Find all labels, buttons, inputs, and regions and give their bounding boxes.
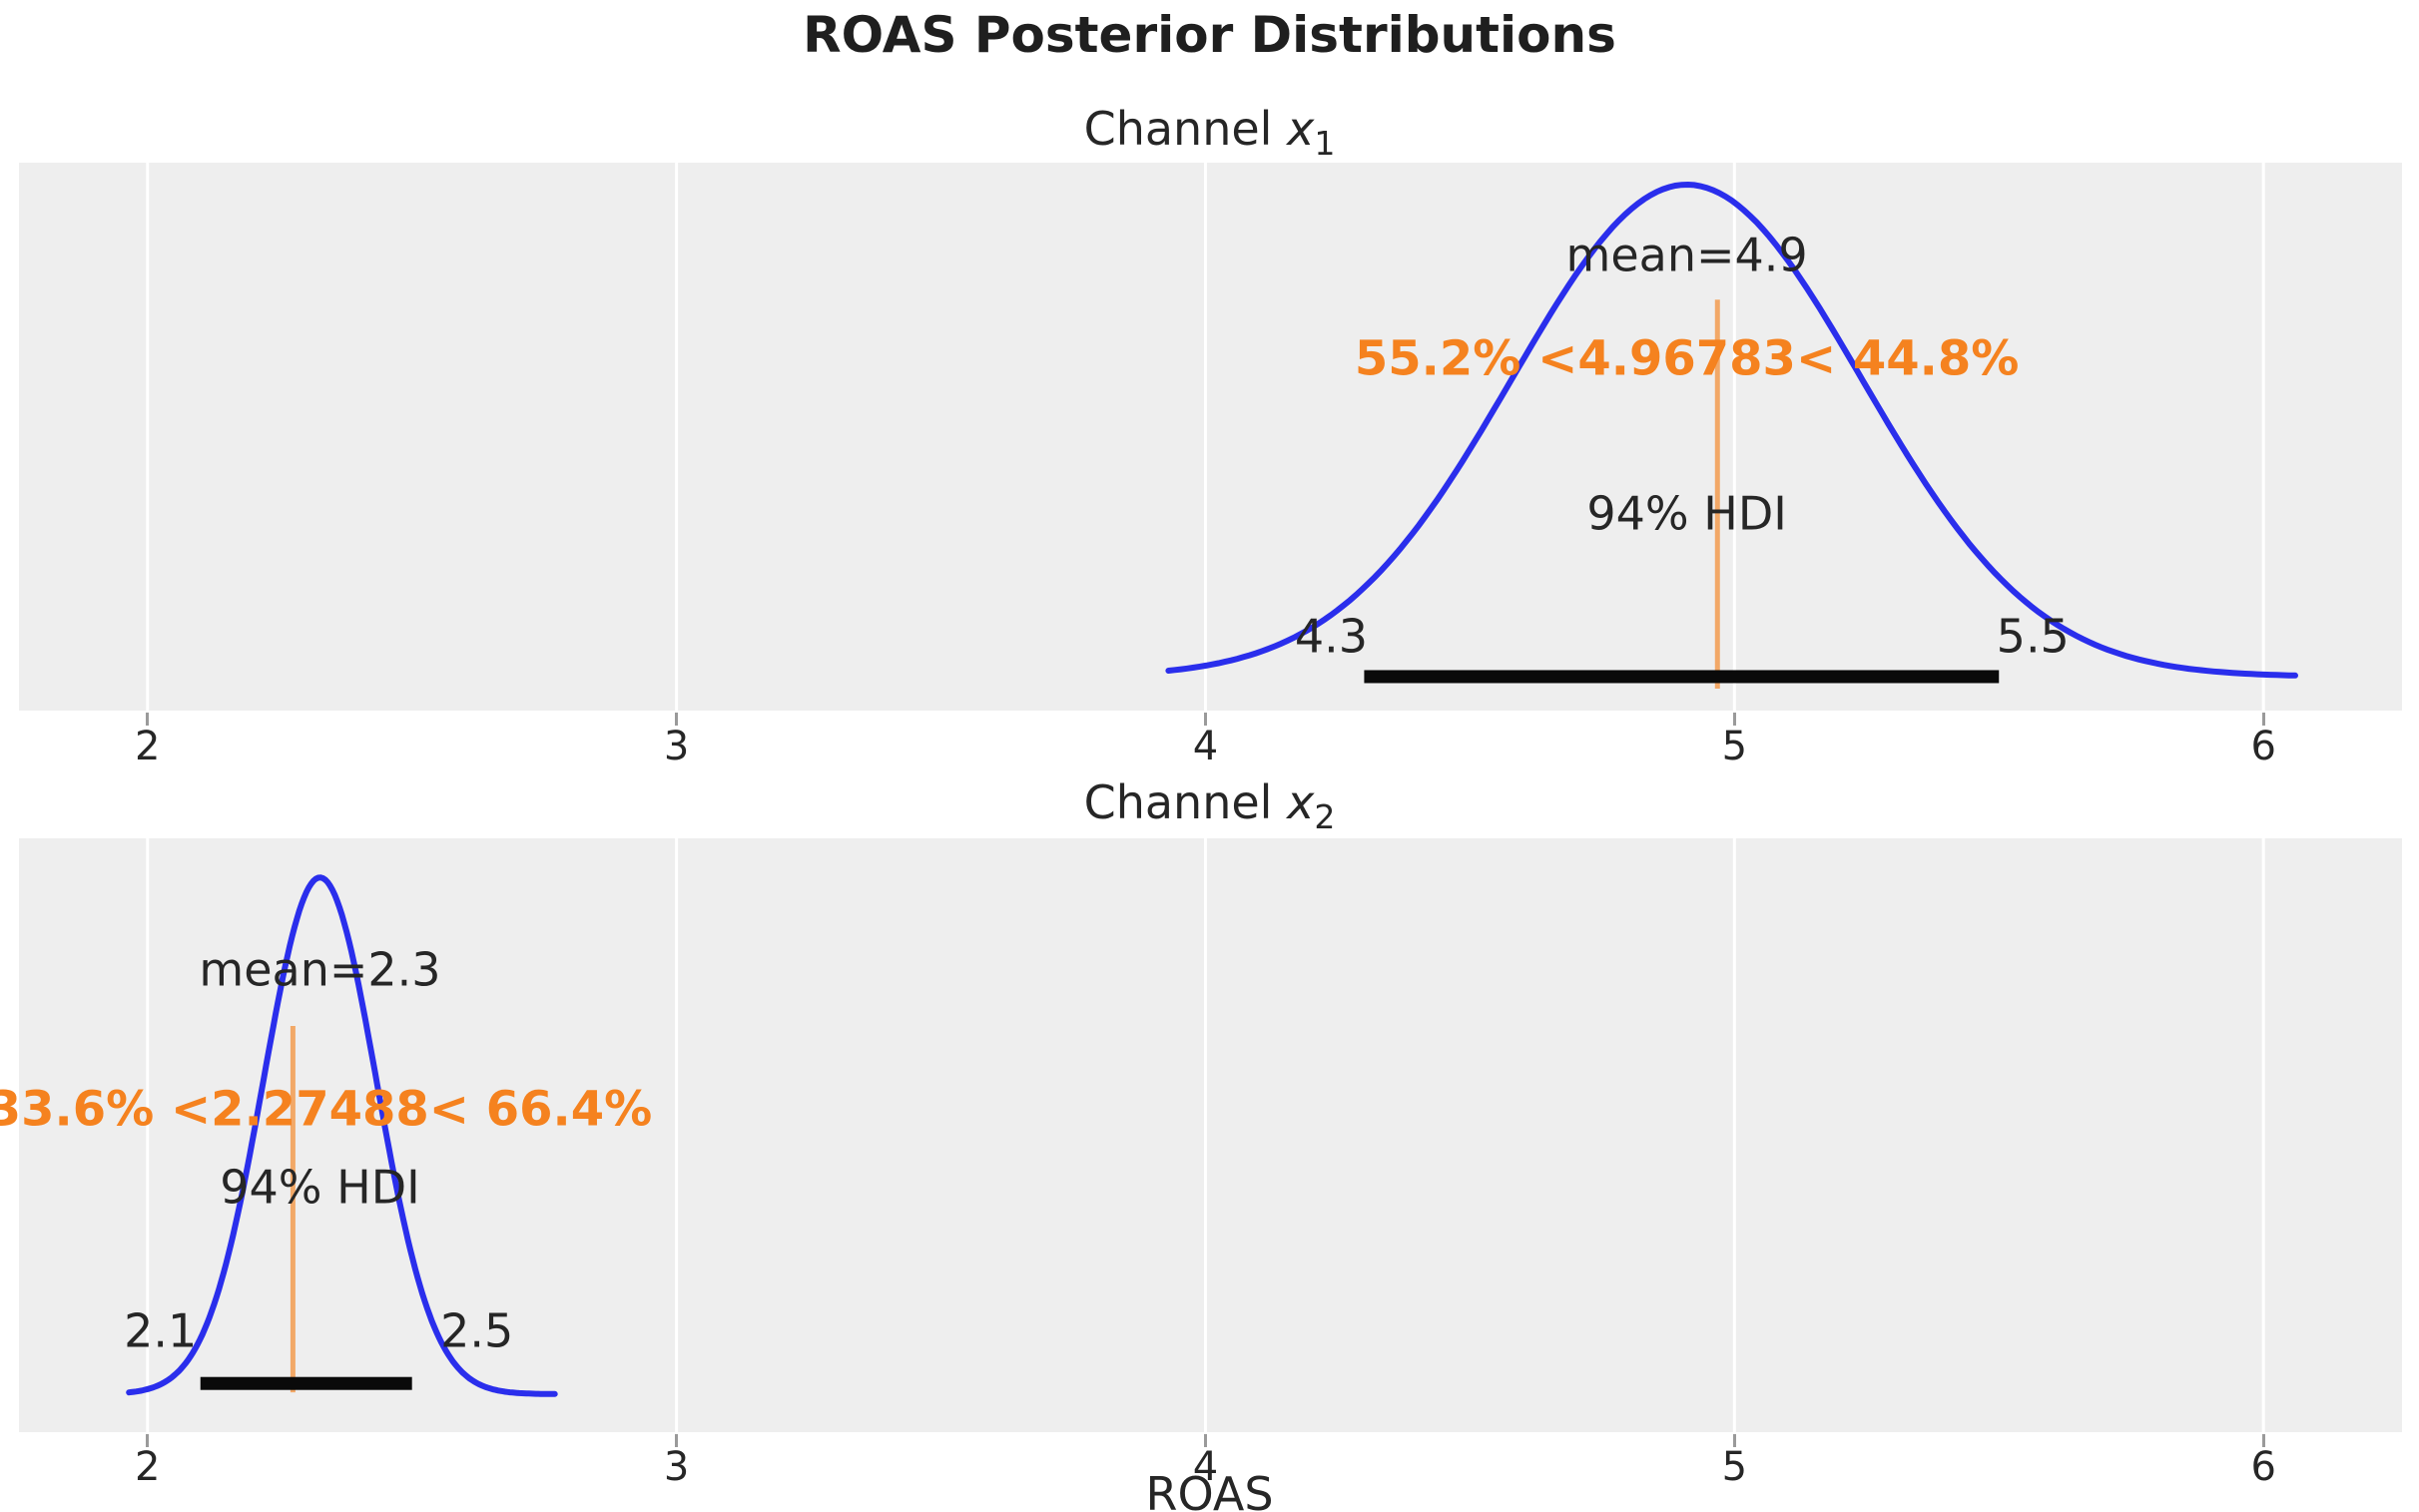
x-axis-tick bbox=[675, 713, 679, 726]
probability-label: 55.2% <4.96783< 44.8% bbox=[1354, 330, 2020, 387]
x-axis-tick bbox=[1203, 1434, 1207, 1447]
x-tick-label: 6 bbox=[2250, 724, 2276, 769]
hdi-bar bbox=[1364, 670, 2000, 684]
x-tick-label: 5 bbox=[1721, 1444, 1748, 1490]
x-tick-label: 3 bbox=[663, 724, 690, 769]
hdi-lower-label: 4.3 bbox=[1294, 609, 1368, 664]
x-tick-label: 2 bbox=[135, 1444, 161, 1490]
subplot1-axes bbox=[19, 163, 2402, 711]
hdi-upper-label: 5.5 bbox=[1996, 609, 2070, 664]
x-tick-label: 5 bbox=[1721, 724, 1748, 769]
density-curve bbox=[1165, 181, 2298, 679]
subplot2-title-var: x bbox=[1287, 775, 1315, 829]
mean-label: mean=2.3 bbox=[199, 942, 441, 997]
mean-label: mean=4.9 bbox=[1565, 228, 1808, 282]
density-plot-canvas bbox=[146, 163, 2298, 711]
hdi-label: 94% HDI bbox=[1586, 486, 1787, 541]
hdi-upper-label: 2.5 bbox=[440, 1303, 514, 1358]
x-tick-label: 4 bbox=[1192, 1444, 1219, 1490]
x-tick-label: 6 bbox=[2250, 1444, 2276, 1490]
x-axis-tick bbox=[675, 1434, 679, 1447]
x-axis-tick bbox=[2261, 713, 2265, 726]
subplot2-axes bbox=[19, 838, 2402, 1432]
hdi-bar bbox=[200, 1376, 412, 1390]
subplot2-title: Channel x2 bbox=[0, 777, 2419, 836]
subplot1-title-text: Channel bbox=[1083, 102, 1288, 156]
x-tick-label: 3 bbox=[663, 1444, 690, 1490]
subplot2-title-text: Channel bbox=[1083, 775, 1288, 829]
subplot1-title-sub: 1 bbox=[1314, 124, 1336, 164]
x-axis-tick bbox=[2261, 1434, 2265, 1447]
x-axis-tick bbox=[146, 713, 150, 726]
x-axis-label: ROAS bbox=[1145, 1467, 1274, 1512]
subplot2-title-sub: 2 bbox=[1314, 797, 1336, 837]
x-tick-label: 4 bbox=[1192, 724, 1219, 769]
figure-title: ROAS Posterior Distributions bbox=[803, 6, 1616, 64]
hdi-lower-label: 2.1 bbox=[124, 1303, 198, 1358]
x-axis-tick bbox=[146, 1434, 150, 1447]
subplot1-title-var: x bbox=[1287, 102, 1315, 156]
x-tick-label: 2 bbox=[135, 724, 161, 769]
subplot1-title: Channel x1 bbox=[0, 104, 2419, 163]
density-plot-canvas bbox=[126, 838, 2265, 1432]
probability-label: 33.6% <2.27488< 66.4% bbox=[0, 1081, 653, 1138]
x-axis-tick bbox=[1732, 1434, 1736, 1447]
hdi-label: 94% HDI bbox=[220, 1160, 420, 1215]
x-axis-tick bbox=[1732, 713, 1736, 726]
density-curve bbox=[126, 874, 558, 1397]
x-axis-tick bbox=[1203, 713, 1207, 726]
